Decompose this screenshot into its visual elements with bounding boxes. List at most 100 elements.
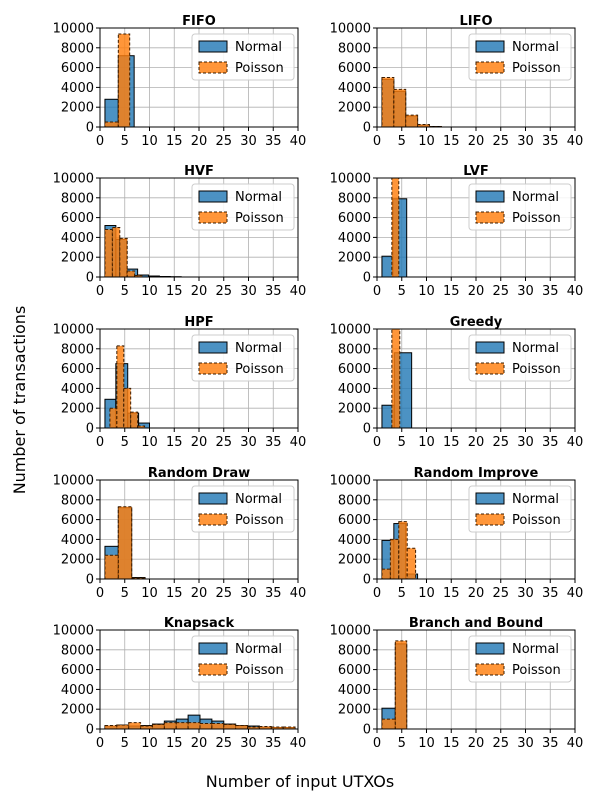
legend-swatch-poisson bbox=[475, 211, 505, 224]
x-tick-label: 10 bbox=[141, 736, 158, 751]
x-tick-label: 5 bbox=[121, 284, 129, 299]
legend-label-normal: Normal bbox=[512, 642, 559, 657]
x-tick-label: 30 bbox=[517, 736, 534, 751]
bar-poisson bbox=[417, 124, 430, 127]
panel-random-improve: 0 5 10 15 20 25 30 35 40 0 2000 4000 6000 8000 10000 Ra… bbox=[330, 466, 584, 601]
x-tick-label: 25 bbox=[215, 435, 232, 450]
legend-swatch-normal bbox=[475, 40, 505, 53]
legend-swatch-normal bbox=[475, 341, 505, 354]
x-tick-label: 20 bbox=[191, 134, 208, 149]
panel-lifo: 0 5 10 15 20 25 30 35 40 0 2000 4000 6000 8000 10000 LI… bbox=[330, 14, 584, 149]
x-tick-label: 30 bbox=[240, 134, 257, 149]
bar-poisson bbox=[104, 228, 113, 277]
legend: Normal Poisson bbox=[191, 485, 295, 533]
x-tick-label: 40 bbox=[567, 134, 584, 149]
x-tick-label: 0 bbox=[96, 736, 104, 751]
x-tick-label: 30 bbox=[240, 736, 257, 751]
bar-poisson bbox=[104, 121, 119, 127]
y-tick-label: 10000 bbox=[53, 474, 94, 489]
x-tick-label: 35 bbox=[265, 134, 282, 149]
y-tick-label: 10000 bbox=[53, 172, 94, 187]
bar-poisson bbox=[117, 33, 131, 127]
bar-poisson bbox=[391, 329, 401, 428]
x-tick-label: 35 bbox=[542, 284, 559, 299]
bar-poisson bbox=[211, 723, 225, 729]
bars bbox=[381, 640, 408, 729]
panel-title: LVF bbox=[463, 164, 488, 179]
y-tick-label: 10000 bbox=[330, 172, 371, 187]
figure-xlabel: Number of input UTXOs bbox=[206, 772, 394, 791]
bar-poisson bbox=[381, 568, 391, 579]
legend-label-normal: Normal bbox=[512, 40, 559, 55]
y-tick-label: 2000 bbox=[338, 703, 371, 718]
legend-swatch-normal bbox=[475, 642, 505, 655]
x-tick-label: 20 bbox=[191, 736, 208, 751]
bar-poisson bbox=[394, 640, 408, 729]
x-tick-label: 15 bbox=[443, 736, 460, 751]
y-tick-label: 10000 bbox=[53, 323, 94, 338]
y-tick-label: 10000 bbox=[330, 624, 371, 639]
panel-lvf: 0 5 10 15 20 25 30 35 40 0 2000 4000 6000 8000 10000 LV… bbox=[330, 164, 584, 299]
x-tick-label: 0 bbox=[96, 134, 104, 149]
bars bbox=[381, 521, 419, 579]
bar-poisson bbox=[381, 718, 396, 729]
x-tick-label: 15 bbox=[166, 284, 183, 299]
x-tick-label: 5 bbox=[121, 134, 129, 149]
x-tick-label: 20 bbox=[468, 435, 485, 450]
bar-poisson bbox=[389, 538, 400, 579]
x-tick-label: 10 bbox=[418, 736, 435, 751]
y-tick-label: 10000 bbox=[330, 474, 371, 489]
legend: Normal Poisson bbox=[191, 635, 295, 683]
y-tick-label: 8000 bbox=[338, 191, 371, 206]
y-tick-label: 2000 bbox=[61, 703, 94, 718]
x-tick-label: 35 bbox=[542, 435, 559, 450]
panel-title: Greedy bbox=[450, 315, 503, 330]
bar-poisson bbox=[393, 88, 407, 127]
legend-label-poisson: Poisson bbox=[235, 513, 284, 528]
legend-swatch-normal bbox=[198, 341, 228, 354]
x-tick-label: 5 bbox=[398, 586, 406, 601]
x-tick-label: 40 bbox=[290, 736, 307, 751]
x-tick-label: 20 bbox=[468, 284, 485, 299]
x-tick-label: 20 bbox=[191, 284, 208, 299]
y-tick-label: 8000 bbox=[338, 643, 371, 658]
y-tick-label: 10000 bbox=[330, 22, 371, 37]
y-tick-label: 0 bbox=[363, 422, 371, 437]
panel-title: Random Draw bbox=[148, 466, 250, 481]
x-tick-label: 5 bbox=[398, 435, 406, 450]
panel-branch-and-bound: 0 5 10 15 20 25 30 35 40 0 2000 4000 6000 8000 10000 Br… bbox=[330, 616, 584, 751]
y-tick-label: 8000 bbox=[61, 643, 94, 658]
x-tick-label: 10 bbox=[418, 284, 435, 299]
x-tick-label: 5 bbox=[398, 134, 406, 149]
bar-poisson bbox=[398, 521, 408, 579]
bars bbox=[381, 178, 408, 277]
x-tick-label: 0 bbox=[96, 586, 104, 601]
x-tick-label: 30 bbox=[517, 134, 534, 149]
y-tick-label: 2000 bbox=[338, 101, 371, 116]
y-tick-label: 0 bbox=[363, 121, 371, 136]
y-tick-label: 2000 bbox=[61, 101, 94, 116]
bar-poisson bbox=[175, 722, 189, 729]
x-tick-label: 25 bbox=[215, 284, 232, 299]
x-tick-label: 35 bbox=[542, 586, 559, 601]
y-tick-label: 4000 bbox=[61, 81, 94, 96]
y-tick-label: 2000 bbox=[338, 402, 371, 417]
bar-poisson bbox=[199, 723, 213, 729]
legend-label-poisson: Poisson bbox=[512, 211, 561, 226]
legend: Normal Poisson bbox=[191, 33, 295, 81]
x-tick-label: 35 bbox=[265, 736, 282, 751]
x-tick-label: 15 bbox=[443, 586, 460, 601]
y-tick-label: 0 bbox=[86, 723, 94, 738]
y-tick-label: 6000 bbox=[338, 663, 371, 678]
bar-poisson bbox=[104, 554, 119, 579]
y-tick-label: 4000 bbox=[338, 231, 371, 246]
legend-swatch-poisson bbox=[475, 663, 505, 676]
x-tick-label: 15 bbox=[166, 435, 183, 450]
legend-label-poisson: Poisson bbox=[235, 663, 284, 678]
bar-poisson bbox=[134, 275, 143, 277]
y-tick-label: 6000 bbox=[61, 663, 94, 678]
x-tick-label: 40 bbox=[567, 435, 584, 450]
x-tick-label: 0 bbox=[373, 134, 381, 149]
bar-poisson bbox=[128, 722, 142, 729]
